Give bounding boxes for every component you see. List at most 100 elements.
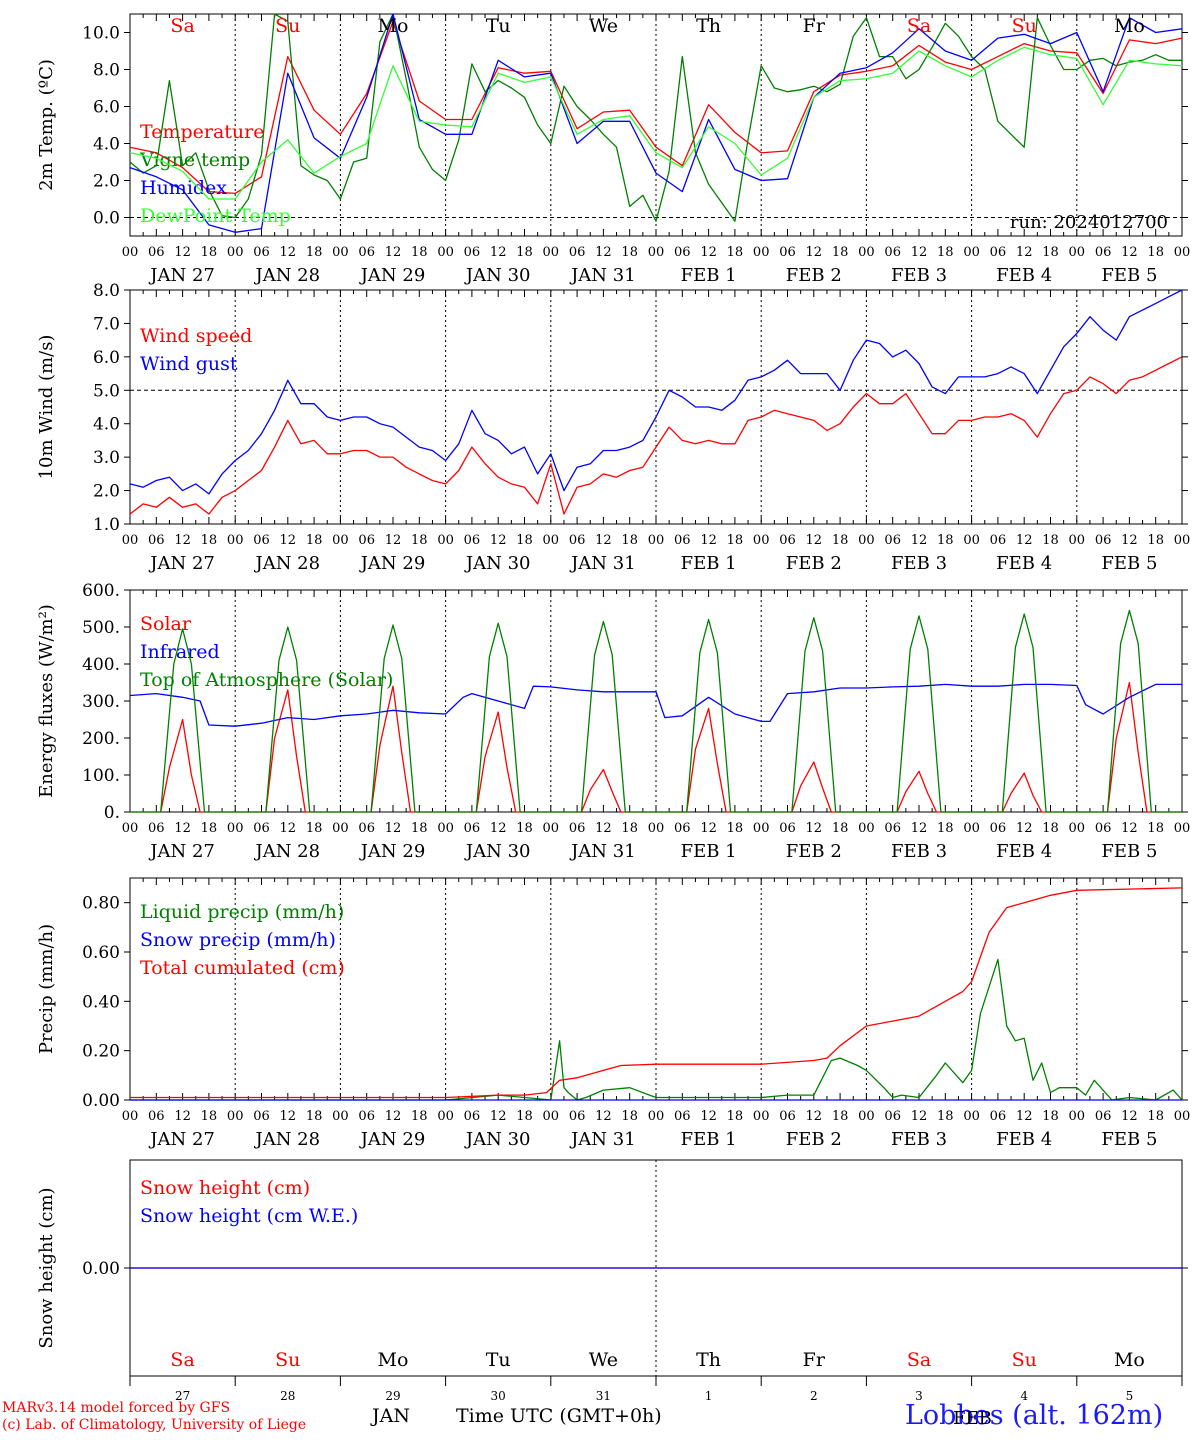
y-tick-label: 0.0 bbox=[93, 209, 120, 229]
hour-label: 00 bbox=[332, 533, 349, 548]
hour-label: 12 bbox=[595, 1109, 612, 1124]
hour-label: 00 bbox=[1069, 245, 1086, 260]
hour-label: 06 bbox=[358, 245, 375, 260]
date-label: FEB 5 bbox=[1101, 1129, 1157, 1150]
day-abbr-bottom: Fr bbox=[803, 1349, 826, 1371]
day-number: 4 bbox=[1020, 1389, 1028, 1403]
date-label: FEB 4 bbox=[996, 1129, 1052, 1150]
day-abbr-bottom: Mo bbox=[378, 1349, 409, 1371]
date-label: JAN 29 bbox=[359, 841, 426, 862]
series-line bbox=[129, 13, 1182, 222]
legend-entry: Top of Atmosphere (Solar) bbox=[140, 669, 393, 691]
y-axis-title: Precip (mm/h) bbox=[36, 924, 57, 1054]
hour-label: 18 bbox=[1147, 245, 1164, 260]
hour-label: 12 bbox=[174, 1109, 191, 1124]
day-number: 3 bbox=[915, 1389, 923, 1403]
y-tick-label: 8.0 bbox=[93, 61, 120, 81]
hour-label: 18 bbox=[937, 821, 954, 836]
hour-label: 00 bbox=[332, 821, 349, 836]
hour-label: 18 bbox=[937, 245, 954, 260]
hour-label: 00 bbox=[1069, 533, 1086, 548]
hour-label: 06 bbox=[884, 245, 901, 260]
hour-label: 12 bbox=[1016, 1109, 1033, 1124]
hour-label: 06 bbox=[253, 533, 270, 548]
hour-label: 06 bbox=[148, 821, 165, 836]
date-label: FEB 2 bbox=[786, 553, 842, 574]
hour-label: 00 bbox=[648, 245, 665, 260]
hour-label: 06 bbox=[884, 1109, 901, 1124]
day-abbr-top: Mo bbox=[378, 15, 409, 37]
day-number: 29 bbox=[385, 1389, 400, 1403]
hour-label: 12 bbox=[1016, 533, 1033, 548]
y-tick-label: 6.0 bbox=[93, 348, 120, 368]
date-label: FEB 2 bbox=[786, 265, 842, 286]
hour-label: 00 bbox=[1174, 533, 1191, 548]
hour-label: 06 bbox=[1095, 245, 1112, 260]
hour-label: 12 bbox=[385, 821, 402, 836]
hour-label: 18 bbox=[201, 245, 218, 260]
legend-entry: Snow precip (mm/h) bbox=[140, 929, 336, 951]
hour-label: 12 bbox=[1121, 1109, 1138, 1124]
hour-label: 18 bbox=[201, 1109, 218, 1124]
hour-label: 18 bbox=[516, 821, 533, 836]
hour-label: 18 bbox=[727, 533, 744, 548]
hour-label: 12 bbox=[385, 533, 402, 548]
series-line bbox=[129, 356, 1183, 515]
hour-label: 00 bbox=[227, 245, 244, 260]
panel-5: 0.00 Snow height (cm) Snow height (cm) Snow… bbox=[36, 1159, 1188, 1377]
hour-label: 12 bbox=[595, 533, 612, 548]
day-number: 31 bbox=[596, 1389, 611, 1403]
hour-label: 18 bbox=[727, 245, 744, 260]
hour-label: 18 bbox=[411, 245, 428, 260]
date-label: JAN 27 bbox=[148, 1129, 215, 1150]
series-line bbox=[130, 958, 1183, 1101]
hour-label: 00 bbox=[543, 245, 560, 260]
legend-entry: Infrared bbox=[140, 641, 220, 663]
y-tick-label: 5.0 bbox=[93, 381, 120, 401]
hour-label: 00 bbox=[437, 245, 454, 260]
hour-label: 06 bbox=[990, 533, 1007, 548]
day-number: 2 bbox=[810, 1389, 818, 1403]
hour-label: 06 bbox=[358, 821, 375, 836]
hour-label: 12 bbox=[280, 1109, 297, 1124]
date-label: JAN 30 bbox=[464, 841, 531, 862]
hour-label: 00 bbox=[858, 245, 875, 260]
y-tick-label: 400. bbox=[82, 655, 120, 675]
hour-label: 06 bbox=[674, 821, 691, 836]
date-label: FEB 3 bbox=[891, 841, 947, 862]
hour-label: 12 bbox=[595, 821, 612, 836]
hour-label: 06 bbox=[1095, 533, 1112, 548]
hour-label: 18 bbox=[411, 533, 428, 548]
hour-label: 18 bbox=[621, 1109, 638, 1124]
date-label: FEB 1 bbox=[681, 1129, 737, 1150]
credits: MARv3.14 model forced by GFS (c) Lab. of… bbox=[2, 1400, 306, 1434]
hour-label: 12 bbox=[806, 533, 823, 548]
hour-label: 06 bbox=[358, 533, 375, 548]
series-line bbox=[129, 20, 1183, 195]
y-axis-title: Snow height (cm) bbox=[36, 1187, 57, 1348]
day-abbr-top: Su bbox=[275, 15, 300, 37]
date-label: JAN 27 bbox=[148, 265, 215, 286]
panel-1-annotations: Sa Su Mo Tu We Th Fr Sa Su Mo run: 2024012700 bbox=[170, 15, 1168, 233]
hour-label: 00 bbox=[227, 821, 244, 836]
y-tick-label: 6.0 bbox=[93, 98, 120, 118]
date-label: FEB 5 bbox=[1101, 553, 1157, 574]
y-tick-label: 100. bbox=[82, 766, 120, 786]
day-number: 5 bbox=[1126, 1389, 1134, 1403]
hour-label: 06 bbox=[779, 1109, 796, 1124]
legend-entry: Snow height (cm) bbox=[140, 1177, 310, 1199]
hour-label: 12 bbox=[911, 821, 928, 836]
date-label: JAN 30 bbox=[464, 265, 531, 286]
date-label: JAN 28 bbox=[254, 265, 321, 286]
hour-label: 18 bbox=[1042, 533, 1059, 548]
date-label: JAN 27 bbox=[148, 841, 215, 862]
panel-2: 1.0 2.0 3.0 4.0 5.0 6.0 7.0 8.0 00 06 12 18 00 06 12 18… bbox=[36, 281, 1190, 574]
hour-label: 06 bbox=[674, 1109, 691, 1124]
y-tick-label: 0.20 bbox=[82, 1042, 120, 1062]
y-tick-label: 1.0 bbox=[93, 515, 120, 535]
day-abbr-bottom: Sa bbox=[170, 1349, 194, 1371]
day-abbr-top: Sa bbox=[907, 15, 931, 37]
day-number: 1 bbox=[705, 1389, 713, 1403]
hour-label: 06 bbox=[674, 533, 691, 548]
hour-label: 18 bbox=[1042, 1109, 1059, 1124]
